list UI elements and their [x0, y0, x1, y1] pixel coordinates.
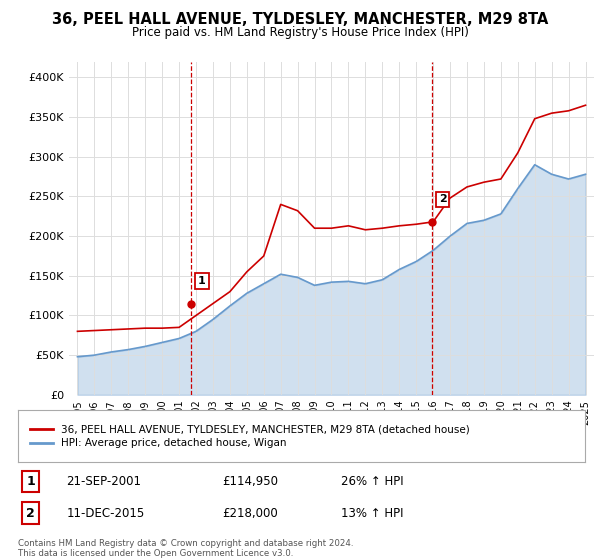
- Text: 1: 1: [26, 475, 35, 488]
- Text: 13% ↑ HPI: 13% ↑ HPI: [341, 507, 404, 520]
- Text: Contains HM Land Registry data © Crown copyright and database right 2024.
This d: Contains HM Land Registry data © Crown c…: [18, 539, 353, 558]
- Text: £114,950: £114,950: [222, 475, 278, 488]
- Text: 2: 2: [439, 194, 446, 204]
- Text: 2: 2: [26, 507, 35, 520]
- Text: £218,000: £218,000: [222, 507, 278, 520]
- Text: 1: 1: [198, 276, 206, 286]
- Text: Price paid vs. HM Land Registry's House Price Index (HPI): Price paid vs. HM Land Registry's House …: [131, 26, 469, 39]
- Legend: 36, PEEL HALL AVENUE, TYLDESLEY, MANCHESTER, M29 8TA (detached house), HPI: Aver: 36, PEEL HALL AVENUE, TYLDESLEY, MANCHES…: [26, 420, 475, 452]
- Text: 11-DEC-2015: 11-DEC-2015: [66, 507, 145, 520]
- Text: 26% ↑ HPI: 26% ↑ HPI: [341, 475, 404, 488]
- Text: 36, PEEL HALL AVENUE, TYLDESLEY, MANCHESTER, M29 8TA: 36, PEEL HALL AVENUE, TYLDESLEY, MANCHES…: [52, 12, 548, 27]
- Text: 21-SEP-2001: 21-SEP-2001: [66, 475, 141, 488]
